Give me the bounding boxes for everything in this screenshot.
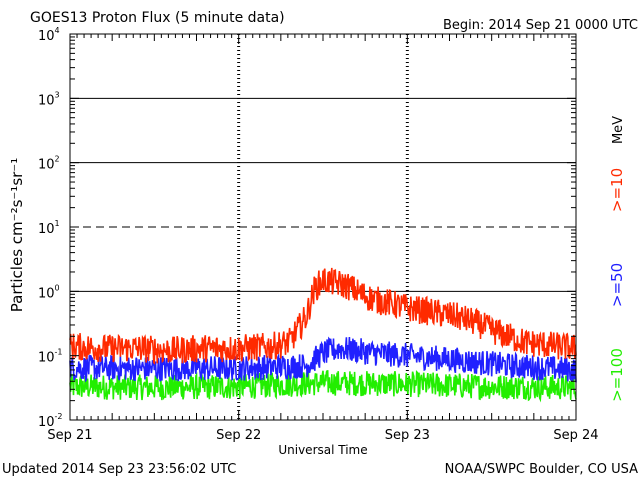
x-tick-label-3: Sep 24 <box>553 428 598 443</box>
series-group <box>69 267 577 403</box>
series-line-0 <box>69 267 577 365</box>
y-axis-label: Particles cm⁻²s⁻¹sr⁻¹ <box>8 158 26 312</box>
begin-label: Begin: 2014 Sep 21 0000 UTC <box>443 18 638 33</box>
y-tick-label-4: 102 <box>38 155 60 173</box>
day-divider-lines <box>237 34 409 420</box>
legend-label-0: >=10 <box>608 168 626 212</box>
y-tick-label-1: 10-1 <box>38 348 63 366</box>
y-tick-label-2: 100 <box>38 283 60 301</box>
x-tick-label-0: Sep 21 <box>47 428 92 443</box>
updated-label: Updated 2014 Sep 23 23:56:02 UTC <box>2 462 236 477</box>
legend-label-2: >=100 <box>608 348 626 402</box>
x-tick-label-2: Sep 23 <box>385 428 430 443</box>
credit-label: NOAA/SWPC Boulder, CO USA <box>445 462 638 477</box>
threshold-lines <box>70 97 576 292</box>
y-tick-label-6: 104 <box>38 26 60 44</box>
x-tick-label-1: Sep 22 <box>216 428 261 443</box>
series-legend: >=10 >=50 >=100 <box>608 168 626 402</box>
unit-label: MeV <box>611 116 626 144</box>
series-line-1 <box>69 336 577 383</box>
legend-label-1: >=50 <box>608 263 626 307</box>
y-tick-label-5: 103 <box>38 90 60 108</box>
x-axis-ticks: Sep 21 Sep 22 Sep 23 Sep 24 <box>47 34 599 443</box>
x-axis-label: Universal Time <box>278 443 367 457</box>
chart-title: GOES13 Proton Flux (5 minute data) <box>30 10 285 26</box>
series-line-2 <box>69 370 577 403</box>
y-tick-label-3: 101 <box>38 219 60 237</box>
